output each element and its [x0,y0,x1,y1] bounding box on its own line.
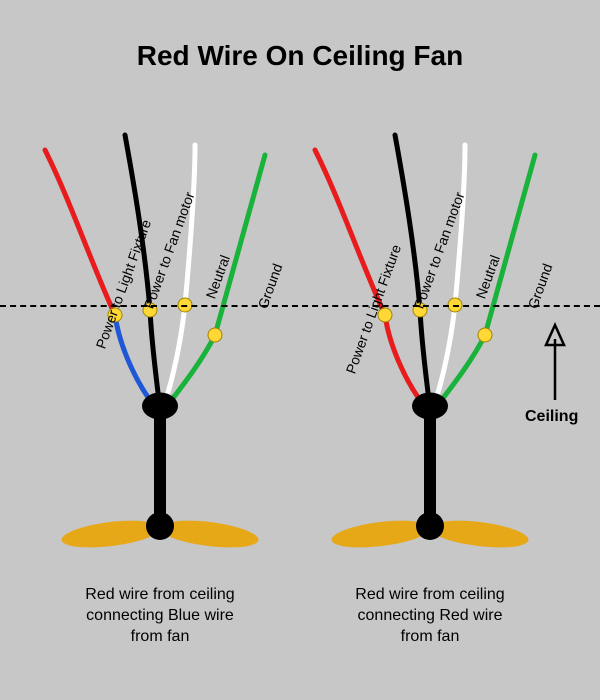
wire-upper [485,155,535,335]
diagram-caption: Red wire from ceiling connecting Blue wi… [30,585,290,647]
ceiling-line [0,305,600,307]
fan-hub [416,512,444,540]
diagram-caption: Red wire from ceiling connecting Red wir… [300,585,560,647]
wire-upper [215,155,265,335]
wire-upper [395,135,420,310]
wire-connector [478,328,492,342]
fan-hub [146,512,174,540]
ceiling-label: Ceiling [525,408,578,426]
fan-blade-left [60,516,161,552]
fan-canopy [142,393,178,420]
wire-connector [208,328,222,342]
fan-blade-right [429,516,530,552]
fan-blade-left [330,516,431,552]
wire-upper [45,150,115,315]
fan-blade-right [159,516,260,552]
fan-canopy [412,393,448,420]
